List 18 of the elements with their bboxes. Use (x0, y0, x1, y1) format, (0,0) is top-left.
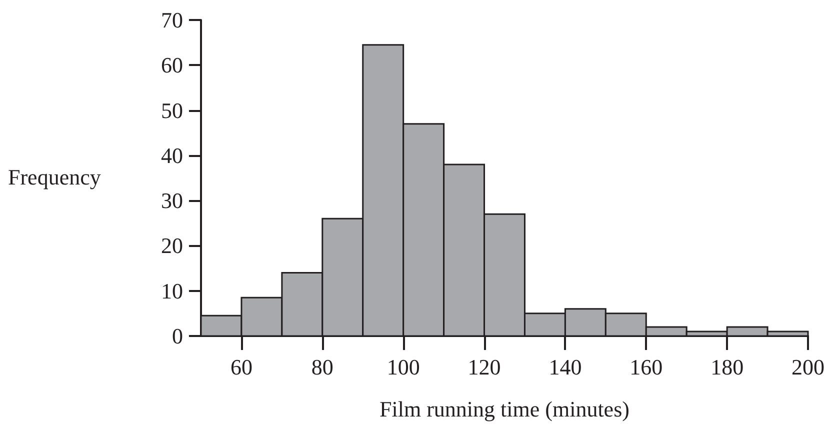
x-axis-title: Film running time (minutes) (380, 396, 630, 422)
x-tick-label: 60 (230, 354, 252, 380)
y-tick-label: 70 (161, 8, 183, 32)
y-tick-label: 30 (161, 188, 183, 214)
x-tick-label: 120 (468, 354, 501, 380)
y-tick-label: 40 (161, 142, 183, 168)
x-tick-label: 200 (792, 354, 824, 380)
x-tick-label: 100 (386, 354, 420, 380)
y-tick-label: 0 (172, 324, 183, 348)
y-tick-label: 60 (161, 52, 183, 78)
y-axis-title: Frequency (8, 164, 101, 190)
x-tick-label: 180 (710, 354, 744, 380)
x-tick-label: 160 (630, 354, 663, 380)
x-tick-label: 80 (311, 354, 334, 380)
y-tick-label: 10 (161, 278, 183, 304)
y-tick-label: 50 (161, 98, 183, 123)
x-tick-label: 140 (548, 354, 582, 380)
y-tick-label: 20 (161, 233, 183, 258)
